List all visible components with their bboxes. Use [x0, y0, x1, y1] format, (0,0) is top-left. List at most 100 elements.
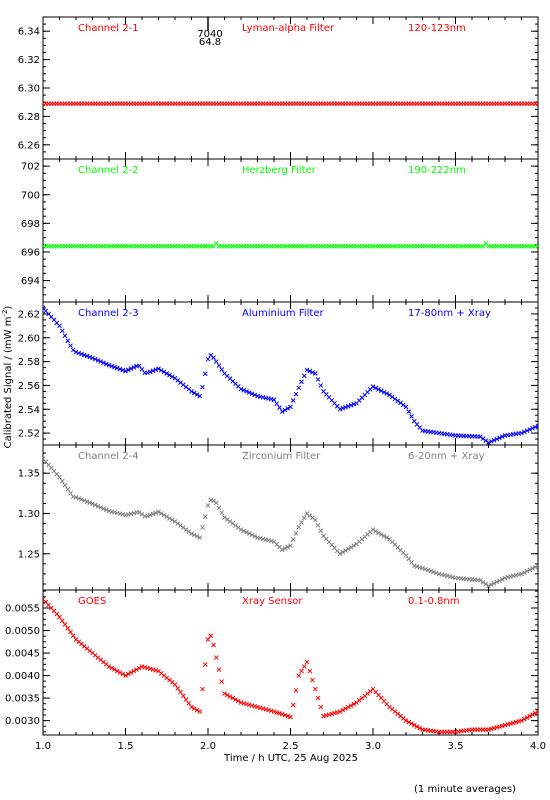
data-point — [224, 692, 230, 698]
data-point — [233, 523, 238, 528]
panel-header-label: 120-123nm — [408, 23, 466, 34]
data-point — [400, 402, 406, 408]
data-point — [532, 564, 538, 570]
data-point — [164, 514, 170, 520]
data-point — [150, 511, 156, 517]
y-tick-label: 2.58 — [18, 357, 40, 368]
data-point — [271, 709, 277, 714]
data-point — [200, 384, 205, 390]
panel-frame — [42, 16, 539, 160]
data-point — [480, 579, 486, 585]
data-point — [282, 546, 288, 551]
data-point — [90, 355, 95, 361]
data-point — [524, 428, 530, 434]
data-point — [128, 366, 134, 371]
data-point — [200, 525, 205, 530]
data-point — [114, 365, 120, 371]
data-point — [125, 367, 131, 373]
data-point — [343, 404, 348, 410]
data-point — [376, 387, 381, 392]
data-point — [147, 512, 153, 518]
data-point — [73, 349, 79, 355]
data-point — [180, 693, 186, 699]
data-point — [304, 367, 310, 373]
y-tick-label: 0.0045 — [5, 649, 40, 660]
x-tick-label: 4.0 — [530, 741, 546, 752]
x-tick-label: 1.0 — [35, 741, 51, 752]
data-point — [128, 670, 134, 675]
data-point — [337, 551, 343, 557]
data-point — [312, 371, 318, 376]
data-point — [224, 517, 230, 522]
data-point — [131, 668, 137, 674]
data-point — [345, 403, 351, 409]
averaging-footnote: (1 minute averages) — [414, 784, 516, 795]
data-point — [57, 474, 62, 480]
data-point — [186, 529, 192, 534]
data-point — [370, 384, 376, 389]
data-point — [343, 548, 348, 553]
data-point — [145, 513, 150, 519]
x-tick-label: 2.0 — [200, 741, 216, 752]
y-tick-label: 694 — [21, 276, 40, 287]
data-point — [153, 510, 159, 516]
y-axis-title-main: Calibrated Signal / (mW m — [3, 317, 14, 449]
data-point — [134, 667, 139, 672]
data-point — [296, 524, 302, 530]
panel-4: 1.25 1.30 1.35 Channel 2-4 Zirconium Filter 6… — [18, 444, 539, 591]
data-point — [301, 664, 307, 669]
data-point — [318, 704, 324, 710]
data-point — [279, 711, 285, 717]
data-point — [191, 532, 197, 538]
data-point — [95, 358, 101, 363]
data-point — [535, 101, 538, 106]
panel-header-label: 190-222nm — [408, 165, 466, 176]
y-axis-title: Calibrated Signal / (mW m-2) — [1, 306, 14, 449]
y-tick-label: 1.30 — [18, 509, 40, 520]
data-point — [307, 368, 313, 374]
data-point — [172, 682, 178, 687]
data-point — [197, 535, 203, 540]
data-point — [136, 509, 142, 515]
panel-frame — [42, 301, 539, 446]
data-point — [290, 537, 296, 542]
y-tick-label: 0.0030 — [5, 716, 40, 727]
data-point — [125, 671, 131, 677]
panel-2: 694 696 698 700 702 Channel 2-2 Herzberg Filte… — [21, 158, 539, 303]
data-point — [285, 544, 291, 550]
data-point — [279, 409, 285, 414]
data-point — [205, 637, 211, 642]
data-point — [189, 389, 194, 394]
data-point — [136, 665, 142, 671]
data-point — [387, 392, 392, 398]
data-point — [246, 390, 252, 395]
panel-header-label: Zirconium Filter — [242, 451, 321, 462]
data-point — [340, 549, 346, 555]
data-point — [62, 622, 68, 627]
data-point — [145, 370, 150, 376]
x-tick-label: 3.5 — [448, 741, 464, 752]
data-point — [343, 706, 348, 711]
data-point — [200, 686, 205, 692]
data-point — [235, 525, 241, 530]
data-point — [98, 505, 104, 510]
data-point — [299, 379, 304, 385]
annotation-label: 64.8 — [199, 37, 221, 48]
y-tick-label: 6.34 — [18, 27, 40, 38]
data-series — [43, 241, 538, 249]
data-point — [376, 530, 381, 536]
data-point — [101, 506, 106, 511]
y-tick-label: 2.56 — [18, 381, 40, 392]
data-point — [57, 323, 62, 329]
y-tick-label: 2.54 — [18, 405, 40, 416]
data-point — [296, 673, 302, 678]
data-point — [120, 367, 126, 373]
data-point — [285, 713, 291, 719]
data-point — [378, 388, 384, 394]
data-point — [123, 368, 128, 374]
data-point — [417, 565, 423, 570]
data-point — [373, 385, 379, 391]
data-point — [403, 718, 409, 723]
y-axis-title-superscript: -2 — [1, 310, 9, 317]
panel-frame — [42, 589, 539, 736]
